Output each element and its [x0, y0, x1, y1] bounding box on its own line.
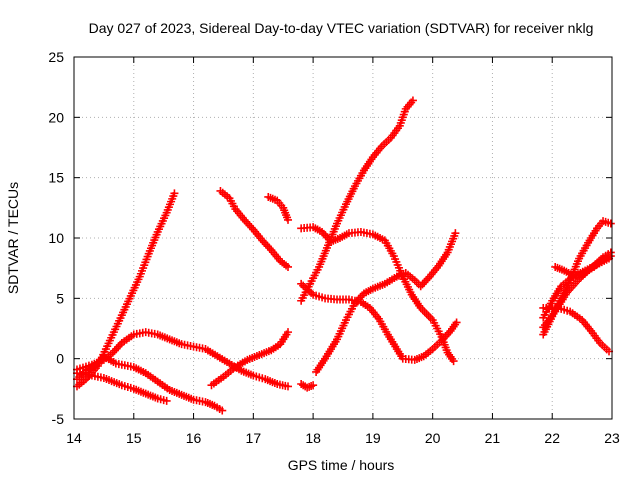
y-tick-label: -5 — [52, 411, 65, 427]
x-tick-label: 17 — [246, 430, 262, 446]
data-point — [117, 381, 126, 390]
y-tick-label: 10 — [48, 230, 64, 246]
data-point — [312, 291, 321, 300]
data-point — [120, 382, 129, 391]
data-point — [258, 374, 267, 383]
data-point — [318, 293, 327, 302]
x-tick-label: 16 — [186, 430, 202, 446]
series-arc-11 — [297, 279, 461, 364]
y-tick-label: 15 — [48, 170, 64, 186]
data-point — [605, 347, 614, 356]
data-point — [563, 306, 572, 315]
data-point — [408, 96, 417, 105]
data-point — [606, 219, 615, 228]
series-arc-6 — [216, 186, 293, 271]
data-point — [218, 406, 227, 415]
data-point — [170, 189, 179, 198]
data-point — [309, 381, 318, 390]
data-point — [249, 371, 258, 380]
x-tick-label: 22 — [544, 430, 560, 446]
series-arc-5 — [207, 328, 293, 390]
series-arc-17 — [539, 254, 614, 322]
data-point — [252, 372, 261, 381]
data-point — [452, 318, 461, 327]
data-point — [284, 382, 293, 391]
y-axis-label: SDTVAR / TECUs — [5, 182, 21, 294]
data-point — [123, 383, 132, 392]
y-tick-label: 20 — [48, 109, 64, 125]
data-series — [72, 96, 615, 415]
series-arc-7 — [264, 192, 293, 224]
data-point — [560, 305, 569, 314]
x-tick-label: 15 — [126, 430, 142, 446]
series-arc-14 — [539, 303, 614, 356]
series-arc-12 — [312, 229, 460, 376]
data-point — [284, 328, 293, 337]
series-arc-4 — [72, 352, 227, 415]
chart-title: Day 027 of 2023, Sidereal Day-to-day VTE… — [89, 20, 594, 36]
data-point — [159, 396, 168, 405]
data-point — [284, 262, 293, 271]
x-tick-label: 18 — [305, 430, 321, 446]
series-arc-9 — [297, 96, 417, 305]
data-point — [126, 383, 135, 392]
x-axis-label: GPS time / hours — [288, 457, 395, 473]
series-arc-3 — [72, 369, 171, 405]
series-arc-8 — [297, 380, 318, 392]
data-point — [309, 290, 318, 299]
data-point — [449, 357, 458, 366]
y-tick-label: 25 — [48, 49, 64, 65]
data-point — [284, 215, 293, 224]
y-tick-label: 5 — [56, 290, 64, 306]
series-arc-1 — [72, 189, 179, 391]
x-tick-label: 19 — [365, 430, 381, 446]
axis-ticks: 14 15 16 17 18 19 20 21 22 23 -5 0 5 10 15 20 25 — [48, 49, 620, 446]
data-point — [153, 394, 162, 403]
data-point — [605, 254, 614, 263]
x-tick-label: 20 — [425, 430, 441, 446]
x-tick-label: 14 — [66, 430, 82, 446]
x-tick-label: 23 — [604, 430, 620, 446]
data-point — [162, 396, 171, 405]
data-point — [255, 373, 264, 382]
x-tick-label: 21 — [485, 430, 501, 446]
data-point — [315, 292, 324, 301]
data-point — [156, 395, 165, 404]
y-tick-label: 0 — [56, 351, 64, 367]
data-point — [451, 229, 460, 238]
